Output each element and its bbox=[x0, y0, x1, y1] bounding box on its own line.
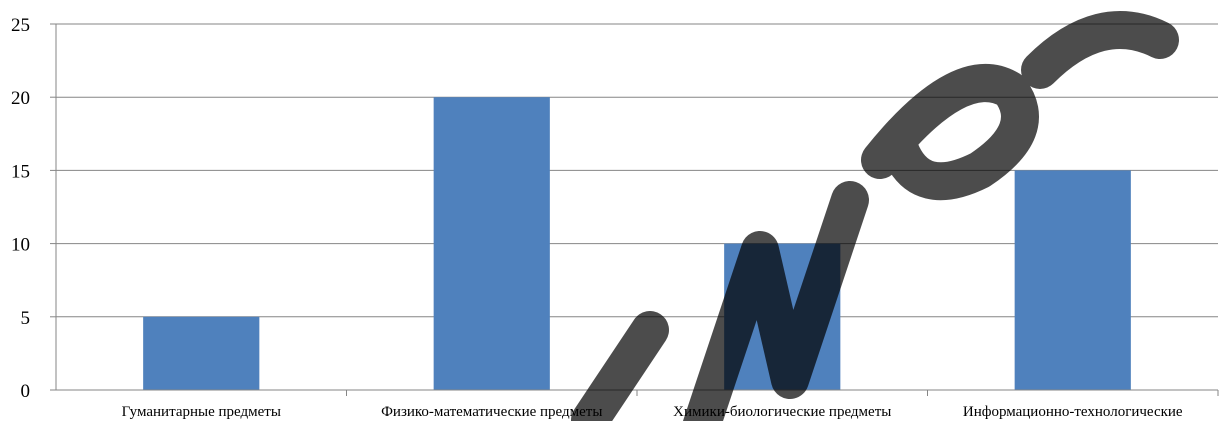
y-tick-label: 15 bbox=[11, 161, 30, 182]
bar bbox=[143, 316, 260, 390]
y-tick-label: 25 bbox=[11, 15, 30, 36]
y-axis-tick-labels: 0 5 10 15 20 25 bbox=[11, 15, 30, 402]
y-tick-label: 0 bbox=[21, 381, 31, 402]
x-category-label: Гуманитарные предметы bbox=[122, 404, 281, 420]
x-category-label: Химики-биологические предметы bbox=[673, 404, 891, 420]
y-tick-label: 20 bbox=[11, 88, 30, 109]
x-axis-category-labels: Гуманитарные предметы Физико-математическ… bbox=[122, 404, 1183, 420]
bars bbox=[143, 97, 1219, 396]
x-category-label: Физико-математические предметы bbox=[381, 404, 602, 420]
bar bbox=[433, 97, 550, 390]
bar bbox=[1014, 170, 1131, 390]
y-tick-label: 10 bbox=[11, 235, 30, 256]
watermark bbox=[571, 11, 1179, 421]
y-tick-label: 5 bbox=[21, 308, 31, 329]
x-category-label: Информационно-технологические bbox=[963, 404, 1183, 420]
